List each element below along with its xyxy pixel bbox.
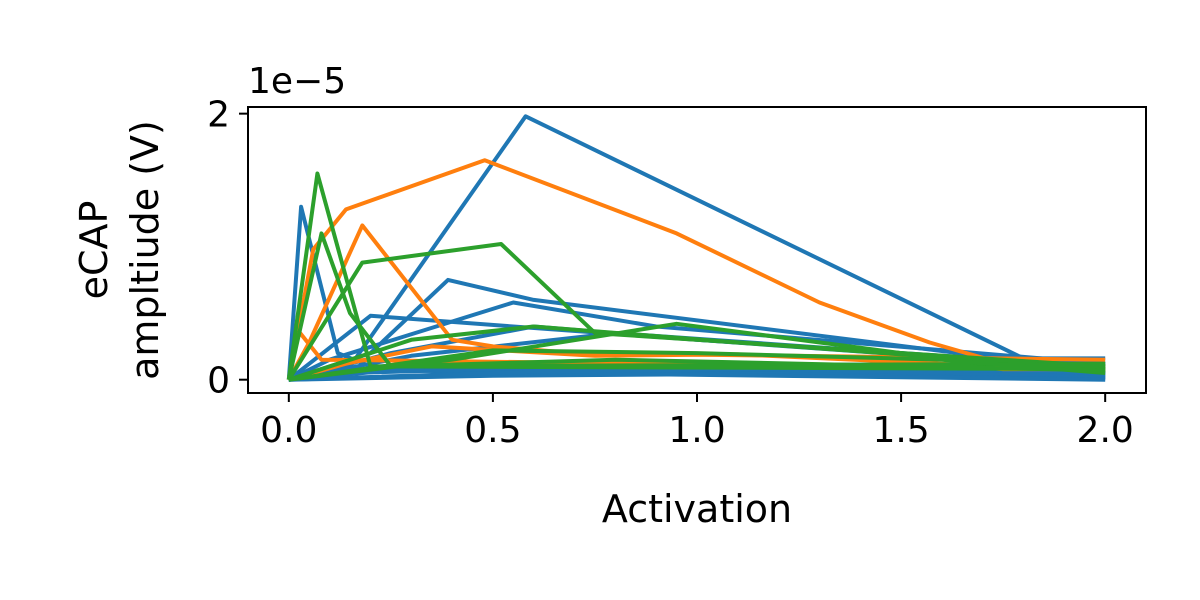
series-line-24 <box>288 348 1106 382</box>
y-axis-ticks: 02 <box>207 95 248 402</box>
series-layer <box>286 114 1106 382</box>
y-axis-label-line2: ampltiude (V) <box>123 120 167 380</box>
series-line-25 <box>288 357 1106 382</box>
y-offset-label: 1e−5 <box>248 61 346 102</box>
series-line-22 <box>288 324 1106 382</box>
x-tick-label: 2.0 <box>1077 410 1134 451</box>
series-line-20 <box>286 231 1106 381</box>
y-tick-label: 2 <box>207 95 230 136</box>
x-tick-label: 1.5 <box>872 410 929 451</box>
x-axis-label: Activation <box>602 487 792 531</box>
x-tick-label: 0.0 <box>260 410 317 451</box>
series-line-19 <box>286 171 1106 380</box>
x-axis-ticks: 0.0 0.5 1.0 1.5 2.0 <box>260 393 1134 451</box>
y-axis-label-line1: eCAP <box>72 201 116 300</box>
y-tick-label: 0 <box>207 361 230 402</box>
x-tick-label: 1.0 <box>668 410 725 451</box>
x-tick-label: 0.5 <box>464 410 521 451</box>
